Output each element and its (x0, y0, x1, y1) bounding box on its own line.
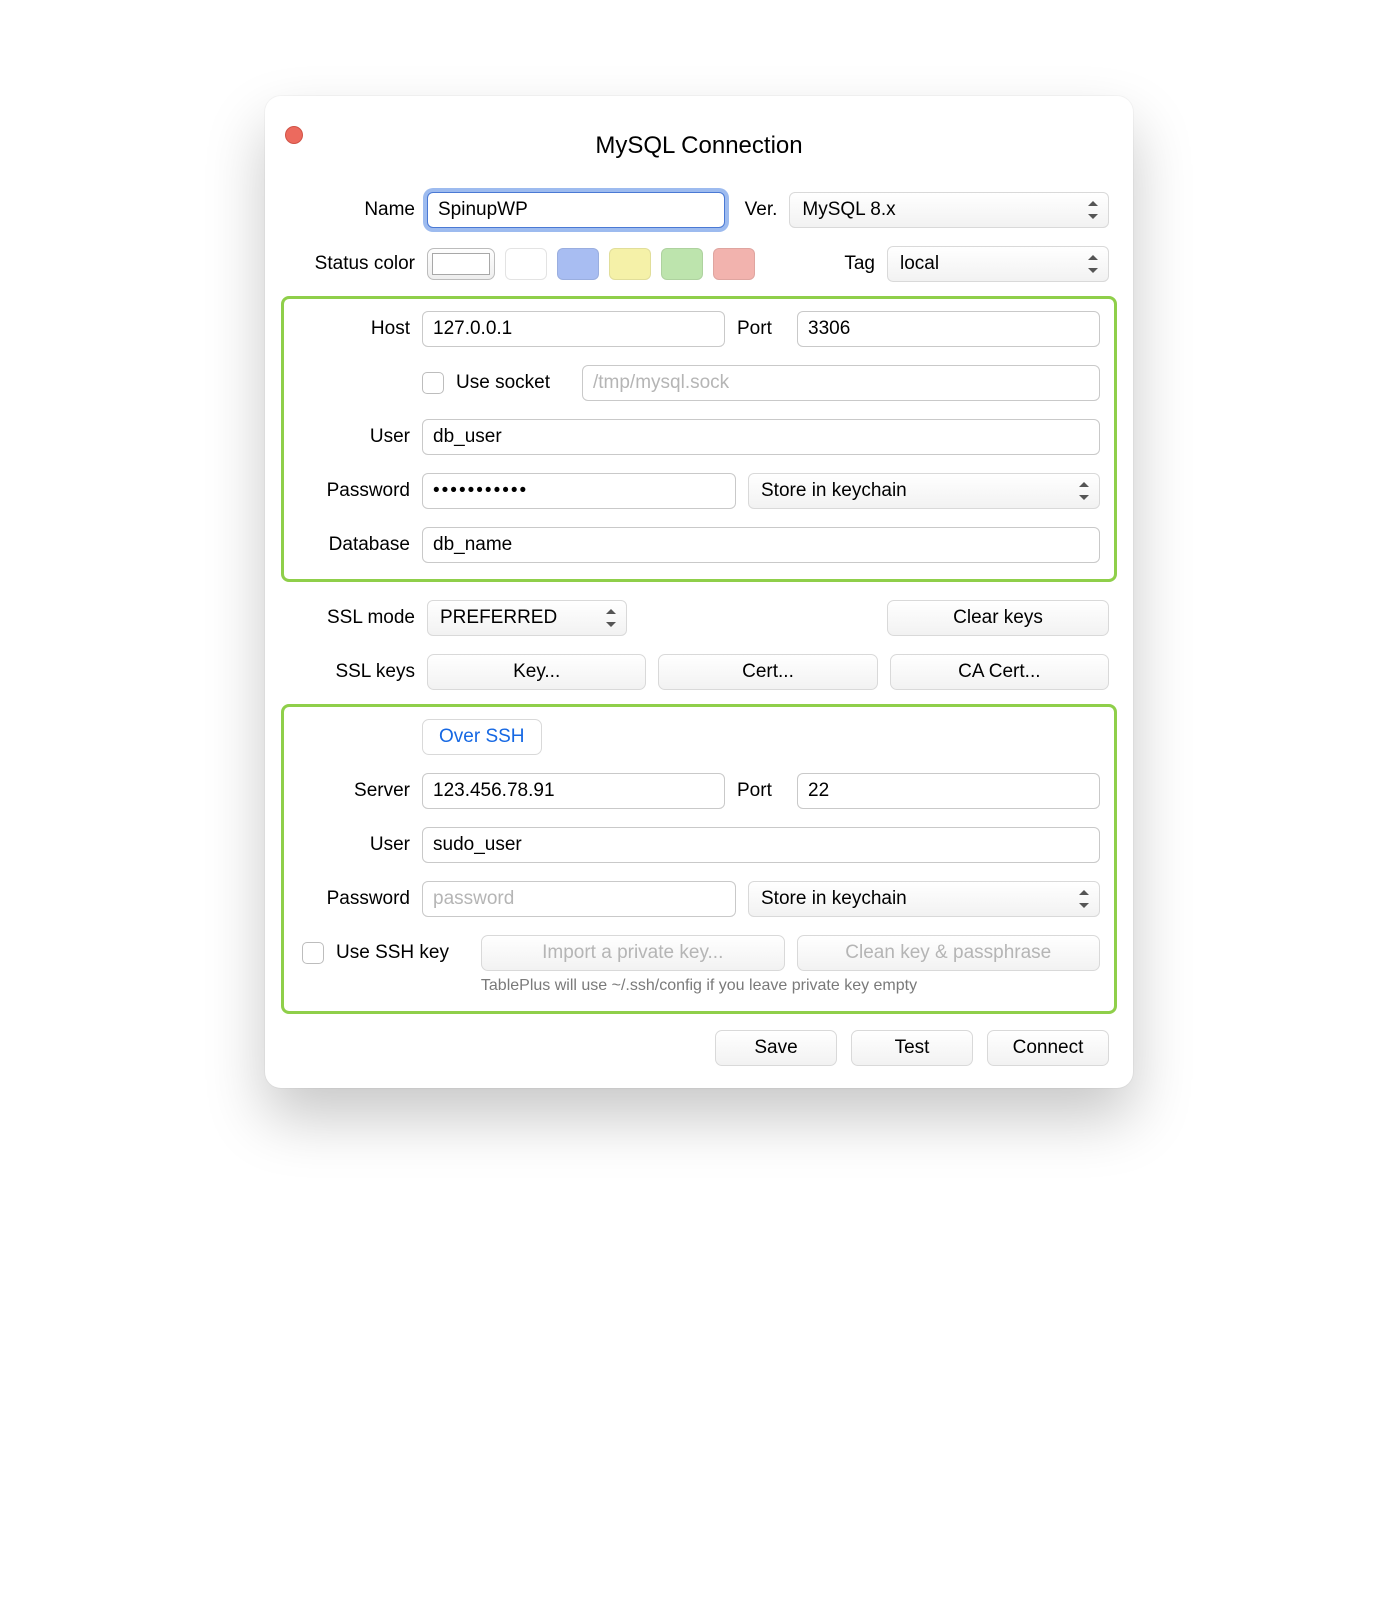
tag-label: Tag (844, 253, 875, 275)
ssh-password-input[interactable] (422, 881, 736, 917)
status-color-swatch-4[interactable] (661, 248, 703, 280)
ssl-mode-value: PREFERRED (440, 607, 557, 629)
version-label: Ver. (745, 199, 778, 221)
status-color-swatch-1[interactable] (505, 248, 547, 280)
clean-key-button[interactable]: Clean key & passphrase (797, 935, 1101, 971)
name-input[interactable] (427, 192, 725, 228)
use-ssh-key-label: Use SSH key (336, 942, 449, 964)
name-label: Name (289, 199, 415, 221)
ssl-cert-button[interactable]: Cert... (658, 654, 877, 690)
chevron-updown-icon (1077, 890, 1091, 908)
password-input[interactable] (422, 473, 736, 509)
password-store-select[interactable]: Store in keychain (748, 473, 1100, 509)
db-section-highlight: Host Port Use socket User Password (281, 296, 1117, 582)
chevron-updown-icon (1086, 255, 1100, 273)
status-color-swatch-0[interactable] (427, 248, 495, 280)
ssh-port-input[interactable] (797, 773, 1100, 809)
connect-button[interactable]: Connect (987, 1030, 1109, 1066)
ssh-note: TablePlus will use ~/.ssh/config if you … (298, 977, 1100, 995)
tag-select[interactable]: local (887, 246, 1109, 282)
port-input[interactable] (797, 311, 1100, 347)
chevron-updown-icon (1086, 201, 1100, 219)
over-ssh-button[interactable]: Over SSH (422, 719, 542, 755)
password-label: Password (298, 480, 410, 502)
close-window-icon[interactable] (285, 126, 303, 144)
server-input[interactable] (422, 773, 725, 809)
ssh-password-store-select[interactable]: Store in keychain (748, 881, 1100, 917)
import-private-key-button[interactable]: Import a private key... (481, 935, 785, 971)
use-socket-checkbox[interactable] (422, 372, 444, 394)
version-select-value: MySQL 8.x (802, 199, 895, 221)
ssh-section-highlight: Over SSH Server Port User Password Stor (281, 704, 1117, 1014)
tag-select-value: local (900, 253, 939, 275)
password-store-value: Store in keychain (761, 480, 907, 502)
status-color-swatch-2[interactable] (557, 248, 599, 280)
database-input[interactable] (422, 527, 1100, 563)
status-color-swatch-3[interactable] (609, 248, 651, 280)
ssl-ca-cert-button[interactable]: CA Cert... (890, 654, 1109, 690)
dialog-footer: Save Test Connect (265, 1014, 1133, 1066)
connection-dialog: MySQL Connection Name Ver. MySQL 8.x Sta… (265, 96, 1133, 1088)
titlebar: MySQL Connection (265, 112, 1133, 166)
ssl-key-button[interactable]: Key... (427, 654, 646, 690)
socket-input (582, 365, 1100, 401)
use-socket-label: Use socket (456, 372, 550, 394)
chevron-updown-icon (1077, 482, 1091, 500)
test-button[interactable]: Test (851, 1030, 973, 1066)
user-label: User (298, 426, 410, 448)
window-title: MySQL Connection (265, 112, 1133, 160)
clear-keys-button[interactable]: Clear keys (887, 600, 1109, 636)
use-ssh-key-checkbox[interactable] (302, 942, 324, 964)
ssl-mode-select[interactable]: PREFERRED (427, 600, 627, 636)
user-input[interactable] (422, 419, 1100, 455)
ssh-password-label: Password (298, 888, 410, 910)
ssh-password-store-value: Store in keychain (761, 888, 907, 910)
status-color-label: Status color (289, 253, 415, 275)
host-label: Host (298, 318, 410, 340)
ssh-user-label: User (298, 834, 410, 856)
status-color-swatch-5[interactable] (713, 248, 755, 280)
server-label: Server (298, 780, 410, 802)
ssl-mode-label: SSL mode (289, 607, 415, 629)
ssh-user-input[interactable] (422, 827, 1100, 863)
chevron-updown-icon (604, 609, 618, 627)
host-input[interactable] (422, 311, 725, 347)
version-select[interactable]: MySQL 8.x (789, 192, 1109, 228)
ssl-keys-label: SSL keys (289, 661, 415, 683)
save-button[interactable]: Save (715, 1030, 837, 1066)
status-color-swatches (427, 248, 755, 280)
ssh-port-label: Port (737, 780, 785, 802)
database-label: Database (298, 534, 410, 556)
port-label: Port (737, 318, 785, 340)
